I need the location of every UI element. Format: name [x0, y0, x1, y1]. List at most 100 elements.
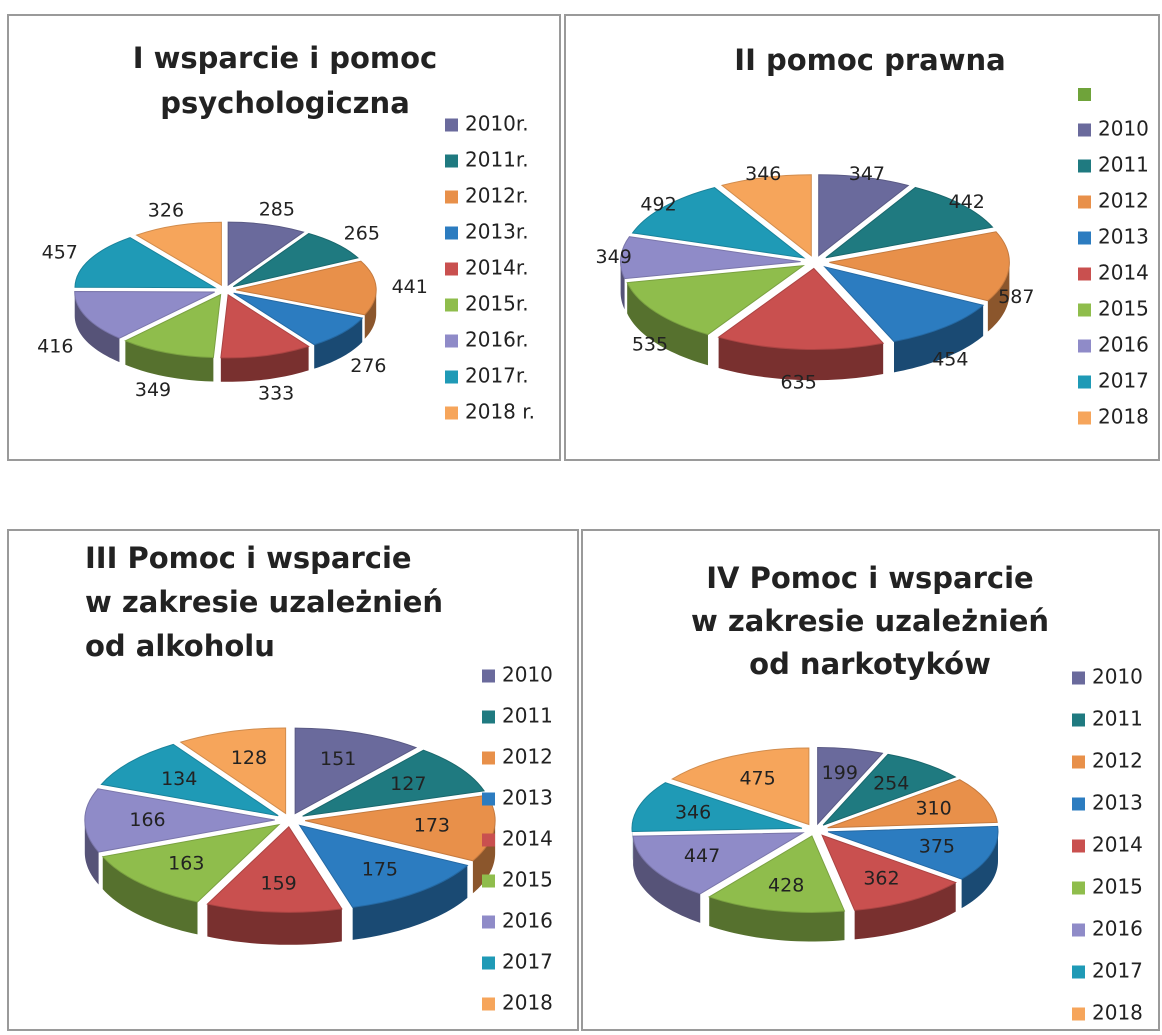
- pie-sides: [631, 828, 999, 942]
- slice-side: [633, 836, 701, 923]
- slice: [822, 753, 957, 826]
- legend-swatch: [1072, 881, 1085, 895]
- legend-swatch: [1078, 303, 1091, 317]
- data-label: 349: [596, 246, 632, 268]
- pie-tops: [84, 727, 496, 913]
- legend-swatch: [1072, 797, 1085, 811]
- slice: [671, 747, 810, 826]
- slice: [823, 265, 985, 343]
- data-label: 535: [632, 333, 668, 355]
- data-label: 199: [822, 762, 858, 784]
- legend-label: 2015: [1098, 297, 1149, 321]
- slice-side: [620, 261, 625, 310]
- pie-sides: [74, 289, 377, 382]
- legend-label: 2012r.: [465, 184, 529, 208]
- slice-side: [894, 305, 984, 373]
- legend-label: 2014: [1092, 833, 1143, 857]
- pie-tops: [631, 746, 999, 913]
- legend-swatch: [445, 190, 458, 204]
- legend-label: 2017: [1092, 959, 1143, 983]
- legend-label: 2013: [1098, 225, 1149, 249]
- data-label: 492: [640, 193, 676, 215]
- legend-label: 2010: [502, 663, 553, 687]
- legend-swatch: [482, 956, 495, 970]
- slice: [236, 260, 377, 316]
- legend-swatch: [445, 262, 458, 276]
- chart-title: od alkoholu: [85, 629, 275, 663]
- data-label: 375: [919, 835, 955, 857]
- legend-label: 2016: [1098, 333, 1149, 357]
- slice: [84, 788, 275, 853]
- slice: [821, 834, 957, 911]
- legend-swatch: [482, 792, 495, 806]
- legend-swatch: [1078, 375, 1091, 389]
- legend-swatch: [482, 710, 495, 724]
- legend-label: 2015r.: [465, 292, 529, 316]
- data-label: 127: [390, 773, 426, 795]
- data-label: 346: [745, 163, 781, 185]
- data-label: 254: [873, 773, 909, 795]
- legend-swatch: [482, 874, 495, 888]
- slice-side: [314, 318, 363, 369]
- data-label: 134: [161, 768, 197, 790]
- slice: [74, 237, 217, 289]
- data-label: 346: [675, 802, 711, 824]
- chart-title: I wsparcie i pomoc: [133, 41, 438, 75]
- slice: [631, 782, 803, 833]
- legend-label: 2011: [1092, 707, 1143, 731]
- legend-swatch: [1072, 671, 1085, 685]
- slice-side: [718, 337, 884, 381]
- slice: [632, 832, 805, 895]
- legend-label: 2010r.: [465, 112, 529, 136]
- legend-swatch: [1072, 965, 1085, 979]
- legend-swatch: [1072, 1007, 1085, 1021]
- data-label: 454: [932, 349, 968, 371]
- slice-side: [220, 346, 309, 382]
- chart-title: IV Pomoc i wsparcie: [706, 561, 1033, 595]
- data-label: 163: [168, 852, 204, 874]
- slice-side: [987, 262, 1010, 332]
- legend-label: 2011: [502, 704, 553, 728]
- pie-tops: [620, 174, 1010, 350]
- data-label: 457: [42, 241, 78, 263]
- slice: [101, 823, 281, 903]
- data-label: 175: [362, 858, 398, 880]
- slice: [302, 749, 485, 817]
- data-label: 441: [392, 276, 428, 298]
- slice: [74, 290, 215, 339]
- slice: [233, 232, 359, 288]
- legend-label: 2013r.: [465, 220, 529, 244]
- slice-side: [74, 291, 120, 363]
- slice-side: [207, 904, 342, 945]
- slice-side: [84, 820, 99, 885]
- legend-swatch: [1078, 267, 1091, 281]
- legend-swatch: [445, 406, 458, 420]
- legend-swatch: [1072, 713, 1085, 727]
- slice-side: [709, 896, 845, 942]
- panel: [7, 14, 561, 461]
- legend-swatch: [1078, 231, 1091, 245]
- data-label: 347: [849, 163, 885, 185]
- data-label: 166: [129, 809, 165, 831]
- data-label: 151: [320, 748, 356, 770]
- slice: [298, 824, 469, 908]
- legend-swatch: [1078, 411, 1091, 425]
- legend-label: 2010: [1092, 665, 1143, 689]
- slice-side: [472, 820, 496, 894]
- legend-swatch: [482, 833, 495, 847]
- legend-label: 2012: [1092, 749, 1143, 773]
- data-label: 442: [949, 191, 985, 213]
- chart-title: psychologiczna: [160, 86, 410, 120]
- legend-swatch: [1078, 159, 1091, 173]
- slice: [717, 267, 885, 350]
- data-label: 587: [998, 286, 1034, 308]
- data-label: 128: [231, 747, 267, 769]
- legend-label: 2013: [502, 786, 553, 810]
- data-label: 326: [148, 200, 184, 222]
- legend-swatch: [482, 751, 495, 765]
- legend-label: 2011r.: [465, 148, 529, 172]
- pie-labels: 199 254 310 375 362 428 447 346 475: [675, 762, 955, 896]
- slice: [829, 231, 1010, 302]
- legend-swatch: [445, 298, 458, 312]
